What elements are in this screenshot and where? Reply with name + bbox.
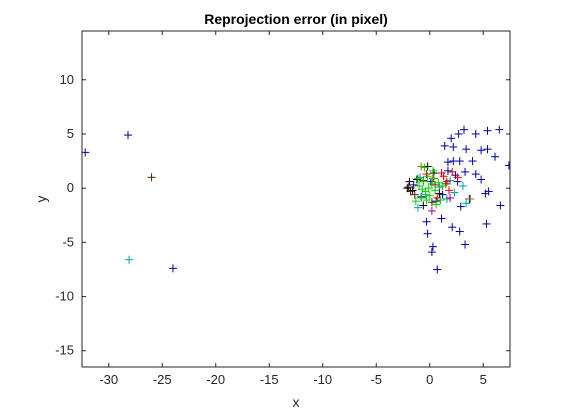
- y-tick-label: 0: [67, 180, 74, 195]
- x-tick-label: -25: [153, 372, 172, 387]
- y-axis-label: y: [33, 196, 49, 203]
- x-tick-label: -5: [370, 372, 382, 387]
- x-tick-label: -30: [99, 372, 118, 387]
- y-tick-label: 10: [60, 72, 74, 87]
- x-tick-label: 0: [426, 372, 433, 387]
- x-tick-label: -15: [260, 372, 279, 387]
- x-axis-label: x: [293, 394, 300, 410]
- x-tick-label: 5: [480, 372, 487, 387]
- y-tick-label: -15: [55, 343, 74, 358]
- y-tick-label: 5: [67, 126, 74, 141]
- y-tick-label: -10: [55, 289, 74, 304]
- x-tick-label: -10: [313, 372, 332, 387]
- y-tick-label: -5: [62, 234, 74, 249]
- x-tick-label: -20: [206, 372, 225, 387]
- chart-title: Reprojection error (in pixel): [204, 11, 388, 27]
